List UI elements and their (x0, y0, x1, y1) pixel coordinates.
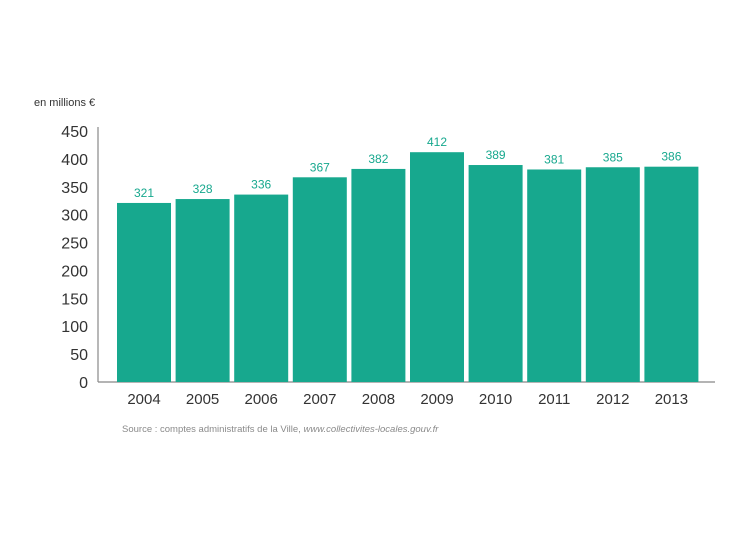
data-label: 412 (427, 135, 447, 149)
data-label: 389 (486, 148, 506, 162)
data-label: 328 (193, 182, 213, 196)
source-text: Source : comptes administratifs de la Vi… (122, 424, 304, 435)
y-tick-label: 100 (61, 319, 88, 336)
x-tick-label: 2007 (303, 391, 336, 408)
y-axis-label: en millions € (34, 97, 95, 109)
y-tick-label: 450 (61, 124, 88, 141)
bar (292, 177, 347, 382)
bar (468, 165, 523, 382)
data-label: 336 (251, 178, 271, 192)
x-tick-label: 2008 (362, 391, 395, 408)
x-tick-label: 2013 (655, 391, 688, 408)
bar (351, 168, 406, 382)
x-tick-label: 2011 (538, 391, 570, 408)
x-tick-label: 2005 (186, 391, 219, 408)
y-tick-label: 300 (61, 208, 88, 225)
bar (410, 152, 464, 382)
bar (527, 169, 582, 382)
y-tick-label: 50 (70, 347, 88, 364)
y-tick-label: 350 (61, 180, 88, 197)
bar (644, 166, 699, 382)
bar (234, 194, 289, 382)
bar (585, 167, 640, 382)
data-label: 386 (661, 150, 681, 164)
y-tick-label: 400 (61, 152, 88, 169)
data-label: 321 (134, 186, 154, 200)
bar (117, 202, 171, 382)
bar (175, 199, 230, 382)
data-label: 385 (603, 150, 623, 164)
x-tick-label: 2012 (596, 391, 629, 408)
y-tick-label: 150 (61, 291, 88, 308)
data-label: 367 (310, 160, 330, 174)
y-tick-label: 200 (61, 263, 88, 280)
x-tick-label: 2004 (127, 391, 160, 408)
y-tick-label: 250 (61, 236, 88, 253)
source-note: Source : comptes administratifs de la Vi… (122, 424, 438, 435)
x-tick-label: 2010 (479, 391, 512, 408)
x-tick-label: 2009 (420, 391, 453, 408)
data-label: 381 (544, 152, 564, 166)
data-label: 382 (368, 152, 388, 166)
source-url: www.collectivites-locales.gouv.fr (303, 424, 439, 435)
x-tick-label: 2006 (245, 391, 278, 408)
y-tick-label: 0 (79, 375, 88, 392)
